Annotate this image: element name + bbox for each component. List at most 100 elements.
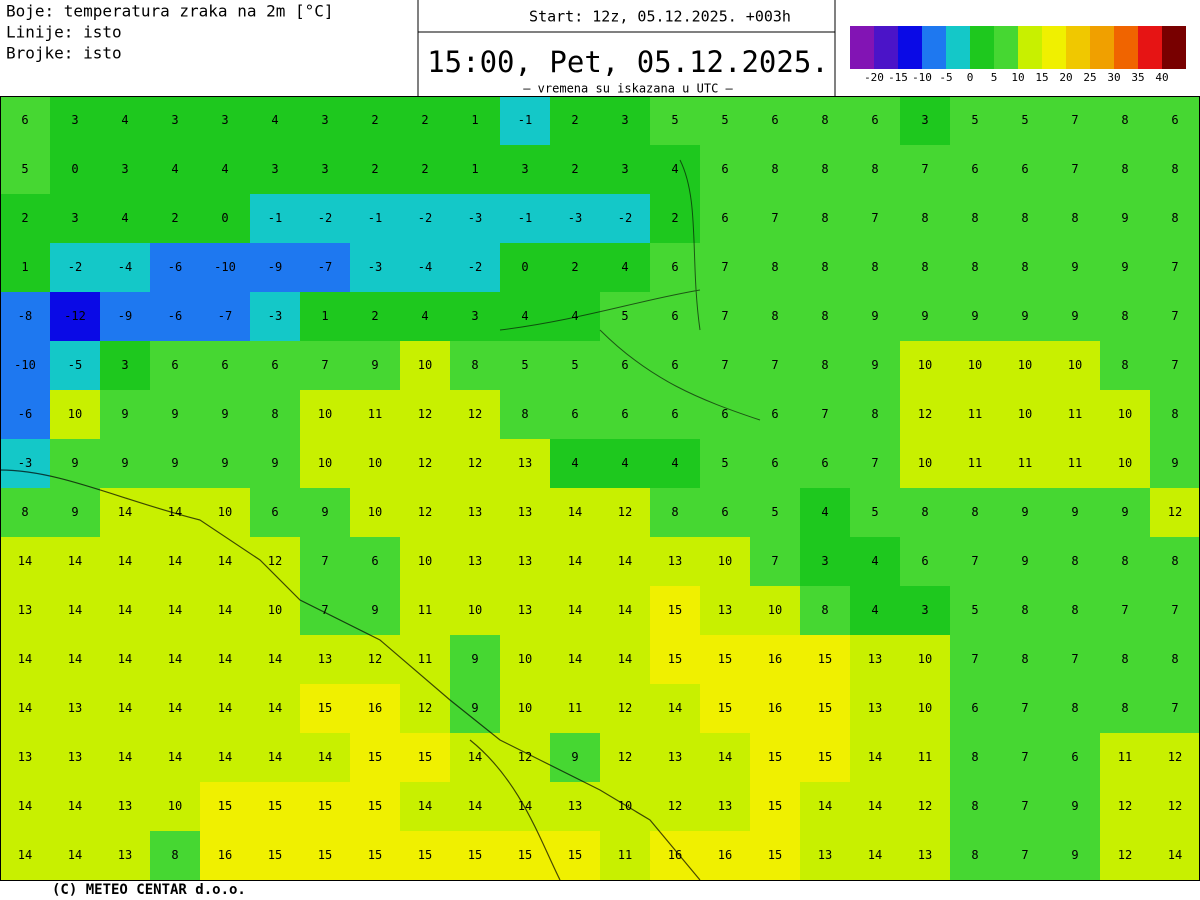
temperature-cell bbox=[400, 586, 451, 636]
colorbar-label: 15 bbox=[1035, 71, 1048, 84]
temperature-value: 4 bbox=[671, 162, 678, 176]
temperature-cell bbox=[450, 96, 501, 146]
colorbar-swatch bbox=[994, 26, 1018, 69]
temperature-value: 9 bbox=[121, 407, 128, 421]
temperature-cell bbox=[250, 488, 301, 538]
temperature-cell bbox=[200, 586, 251, 636]
temperature-value: 12 bbox=[918, 407, 932, 421]
temperature-value: 8 bbox=[271, 407, 278, 421]
temperature-value: 2 bbox=[671, 211, 678, 225]
temperature-cell bbox=[800, 733, 851, 783]
temperature-cell bbox=[200, 145, 251, 195]
temperature-cell bbox=[800, 488, 851, 538]
temperature-cell bbox=[1100, 635, 1151, 685]
temperature-value: 14 bbox=[518, 799, 532, 813]
temperature-value: 8 bbox=[1071, 554, 1078, 568]
temperature-value: 15 bbox=[368, 799, 382, 813]
temperature-cell bbox=[0, 831, 51, 881]
temperature-value: 14 bbox=[868, 799, 882, 813]
temperature-value: 5 bbox=[721, 456, 728, 470]
temperature-value: 8 bbox=[171, 848, 178, 862]
temperature-cell bbox=[1050, 194, 1101, 244]
temperature-cell bbox=[900, 586, 951, 636]
temperature-cell bbox=[250, 635, 301, 685]
temperature-value: 8 bbox=[921, 505, 928, 519]
temperature-value: 8 bbox=[1021, 211, 1028, 225]
temperature-cell bbox=[950, 782, 1001, 832]
temperature-value: 8 bbox=[1121, 358, 1128, 372]
temperature-value: -6 bbox=[168, 260, 182, 274]
temperature-cell bbox=[1100, 292, 1151, 342]
temperature-cell bbox=[250, 537, 301, 587]
temperature-cell bbox=[300, 782, 351, 832]
temperature-cell bbox=[1050, 292, 1101, 342]
temperature-cell bbox=[100, 782, 151, 832]
temperature-value: 4 bbox=[871, 603, 878, 617]
temperature-value: 9 bbox=[471, 652, 478, 666]
temperature-cell bbox=[350, 96, 401, 146]
temperature-value: 5 bbox=[971, 113, 978, 127]
temperature-cell bbox=[700, 684, 751, 734]
temperature-value: 13 bbox=[518, 456, 532, 470]
temperature-cell bbox=[950, 341, 1001, 391]
temperature-cell bbox=[750, 341, 801, 391]
temperature-value: -6 bbox=[18, 407, 32, 421]
temperature-value: 15 bbox=[718, 652, 732, 666]
temperature-value: 8 bbox=[821, 603, 828, 617]
temperature-cell bbox=[500, 194, 551, 244]
temperature-value: 14 bbox=[468, 799, 482, 813]
temperature-cell bbox=[450, 782, 501, 832]
temperature-value: 6 bbox=[171, 358, 178, 372]
temperature-value: 10 bbox=[768, 603, 782, 617]
temperature-cell bbox=[1150, 439, 1200, 489]
temperature-cell bbox=[550, 831, 601, 881]
temperature-value: -3 bbox=[368, 260, 382, 274]
temperature-value: 8 bbox=[1121, 652, 1128, 666]
temperature-value: 10 bbox=[318, 407, 332, 421]
temperature-cell bbox=[950, 635, 1001, 685]
temperature-value: 3 bbox=[271, 162, 278, 176]
temperature-cell bbox=[800, 243, 851, 293]
temperature-cell bbox=[250, 341, 301, 391]
temperature-cell bbox=[500, 684, 551, 734]
temperature-cell bbox=[50, 635, 101, 685]
temperature-value: 9 bbox=[171, 407, 178, 421]
temperature-value: 8 bbox=[821, 211, 828, 225]
colorbar-swatch bbox=[1090, 26, 1114, 69]
temperature-cell bbox=[500, 145, 551, 195]
temperature-value: 1 bbox=[471, 162, 478, 176]
temperature-cell bbox=[650, 684, 701, 734]
temperature-value: 15 bbox=[268, 848, 282, 862]
temperature-cell bbox=[0, 586, 51, 636]
temperature-value: 3 bbox=[471, 309, 478, 323]
temperature-value: 1 bbox=[321, 309, 328, 323]
temperature-value: -7 bbox=[218, 309, 232, 323]
temperature-cell bbox=[1000, 831, 1051, 881]
temperature-cell bbox=[50, 194, 101, 244]
temperature-value: 7 bbox=[771, 211, 778, 225]
temperature-value: -4 bbox=[418, 260, 432, 274]
temperature-value: 9 bbox=[1071, 260, 1078, 274]
temperature-cell bbox=[100, 145, 151, 195]
temperature-cell bbox=[1050, 390, 1101, 440]
temperature-value: 7 bbox=[1121, 603, 1128, 617]
temperature-value: 15 bbox=[768, 848, 782, 862]
temperature-value: 12 bbox=[518, 750, 532, 764]
temperature-value: 10 bbox=[1068, 358, 1082, 372]
temperature-cell bbox=[750, 96, 801, 146]
temperature-value: 8 bbox=[971, 505, 978, 519]
temperature-cell bbox=[450, 439, 501, 489]
temperature-value: 14 bbox=[118, 750, 132, 764]
temperature-value: -2 bbox=[468, 260, 482, 274]
temperature-cell bbox=[750, 292, 801, 342]
temperature-value: -1 bbox=[368, 211, 382, 225]
temperature-value: 7 bbox=[721, 309, 728, 323]
temperature-cell bbox=[250, 831, 301, 881]
temperature-value: 2 bbox=[371, 113, 378, 127]
temperature-cell bbox=[400, 831, 451, 881]
temperature-cell bbox=[700, 537, 751, 587]
temperature-cell bbox=[850, 831, 901, 881]
temperature-cell bbox=[300, 194, 351, 244]
temperature-value: 8 bbox=[971, 750, 978, 764]
coastline bbox=[0, 469, 701, 881]
